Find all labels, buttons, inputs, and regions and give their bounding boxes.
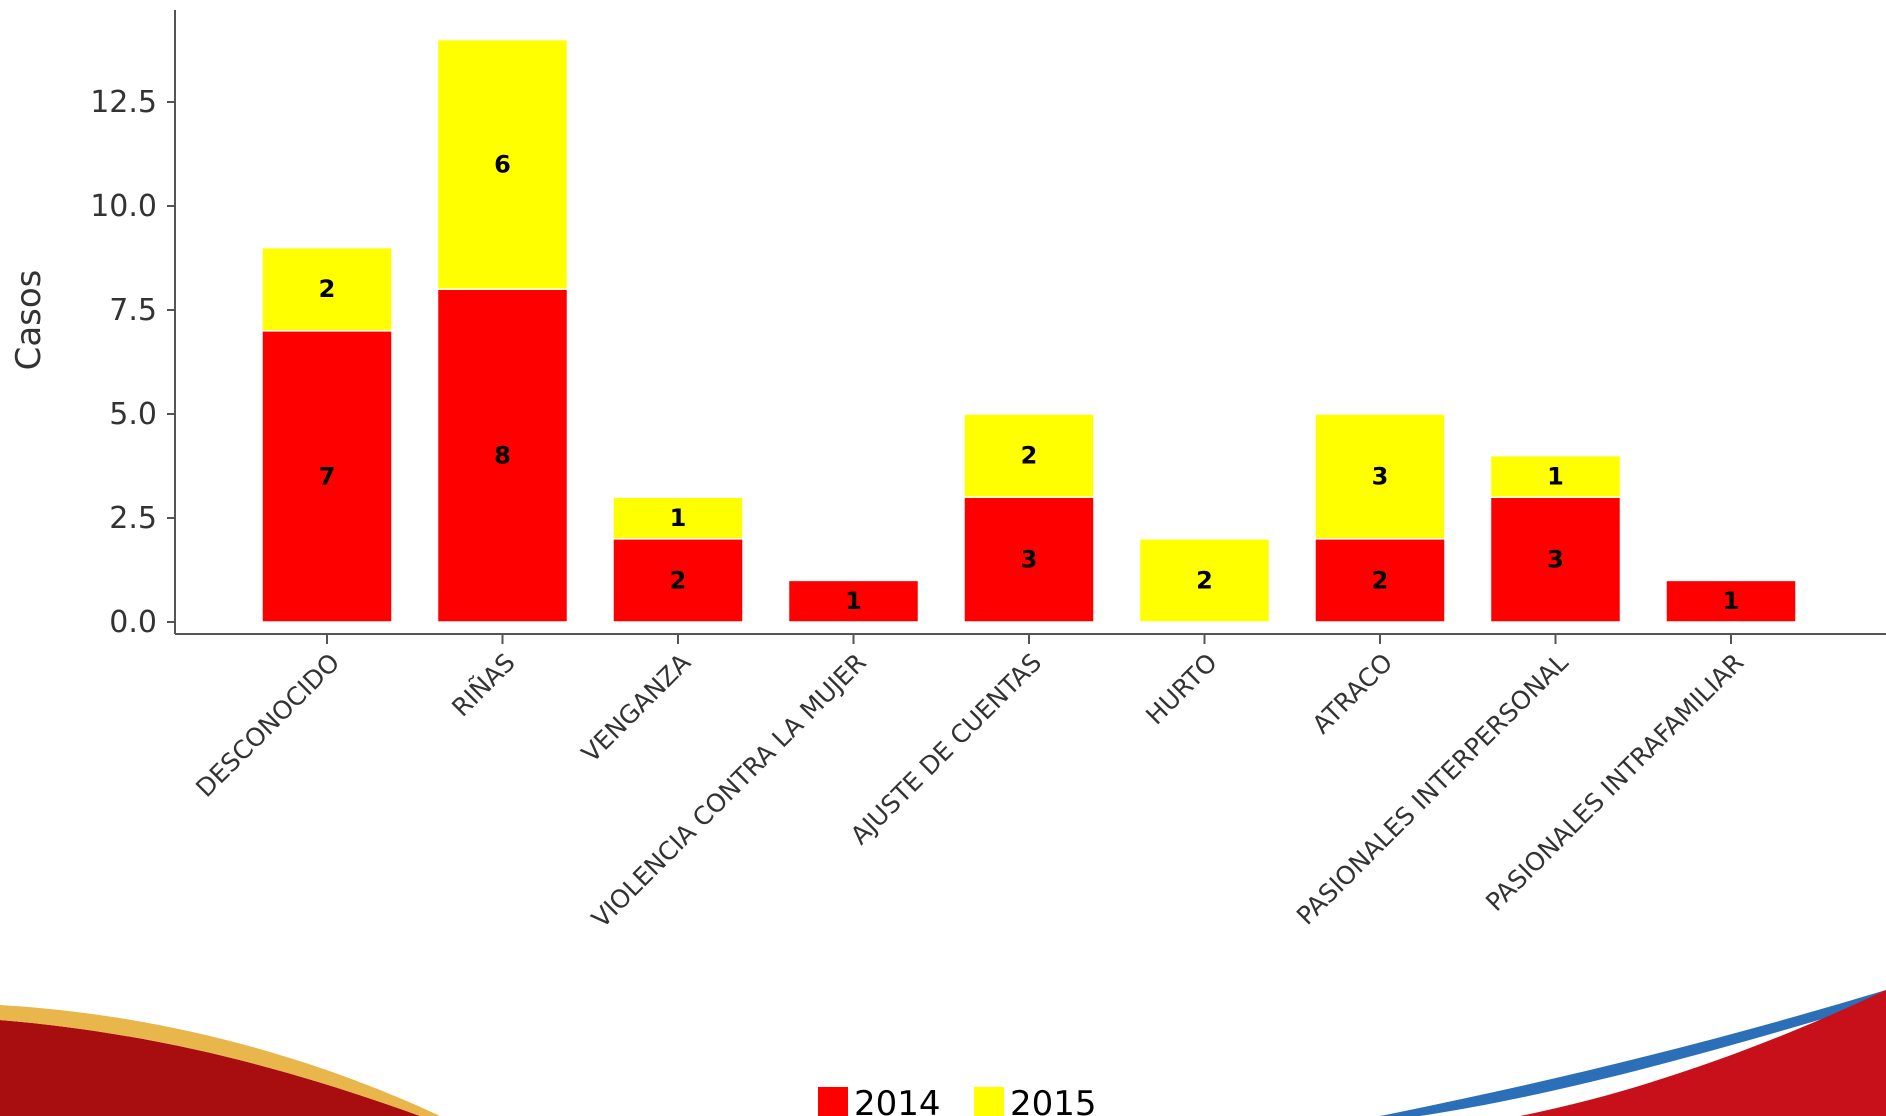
footer-wave-gold-left [0,1005,440,1116]
x-tick-label: ATRACO [1307,648,1399,740]
data-label-2014: 3 [1021,546,1038,574]
bar-segment-2014 [1314,538,1446,623]
bar-segment-2015 [1138,538,1271,623]
legend-swatch-2014 [818,1087,848,1116]
footer-wave-red-right [1520,990,1886,1116]
bar-segment-2014 [612,538,744,623]
legend: 2014 2015 [818,1084,1097,1116]
x-tick-label: DESCONOCIDO [190,648,345,803]
data-label-2014: 1 [1723,587,1740,615]
x-tick-label: HURTO [1140,648,1222,730]
data-label-2015: 1 [670,504,687,532]
bars [261,38,1797,623]
data-label-2014: 2 [670,566,687,594]
x-tick-label: VENGANZA [576,648,696,768]
x-tick-label: PASIONALES INTERPERSONAL [1291,648,1574,931]
footer-wave-decoration [0,990,1886,1116]
y-tick-label: 2.5 [109,501,157,536]
y-tick-label: 0.0 [109,605,157,640]
data-label-2015: 2 [1196,566,1213,594]
y-tick-label: 5.0 [109,397,157,432]
bar-segment-2014 [1489,496,1622,623]
bar-segment-2015 [261,246,393,332]
data-label-2015: 2 [319,275,336,303]
bar-segment-2015 [436,38,569,290]
bar-segment-2014 [963,496,1095,623]
footer-wave-red-left [0,1020,420,1116]
data-label-2014: 7 [319,462,336,490]
y-axis-title: Casos [9,270,49,371]
x-tick-label: VIOLENCIA CONTRA LA MUJER [586,648,872,934]
data-label-2015: 3 [1372,462,1389,490]
bar-segment-2015 [1489,454,1622,498]
axes: 0.0 2.5 5.0 7.5 10.0 12.5 [90,10,1886,644]
bar-segment-2014 [436,288,569,623]
data-label-2015: 2 [1021,442,1038,470]
legend-swatch-2015 [974,1087,1004,1116]
x-tick-label: RIÑAS [445,647,520,722]
bar-segment-2015 [1314,413,1446,540]
x-tick-label: AJUSTE DE CUENTAS [845,648,1047,850]
y-tick-label: 12.5 [90,85,157,120]
data-label-2014: 2 [1372,566,1389,594]
bar-segment-2015 [963,413,1095,498]
bar-segment-2014 [1665,579,1797,623]
data-label-2015: 1 [1547,462,1564,490]
bar-segment-2015 [612,496,744,540]
legend-label-2014: 2014 [854,1084,941,1116]
data-label-2015: 6 [494,150,511,178]
value-labels: 7 2 8 6 2 1 1 3 2 2 2 3 3 1 1 [319,150,1740,615]
data-label-2014: 1 [845,587,862,615]
legend-label-2015: 2015 [1010,1084,1097,1116]
data-label-2014: 8 [494,442,511,470]
y-tick-label: 10.0 [90,189,157,224]
bar-segment-2014 [261,330,393,623]
data-label-2014: 3 [1547,546,1564,574]
bar-segment-2014 [787,579,920,623]
y-tick-label: 7.5 [109,293,157,328]
